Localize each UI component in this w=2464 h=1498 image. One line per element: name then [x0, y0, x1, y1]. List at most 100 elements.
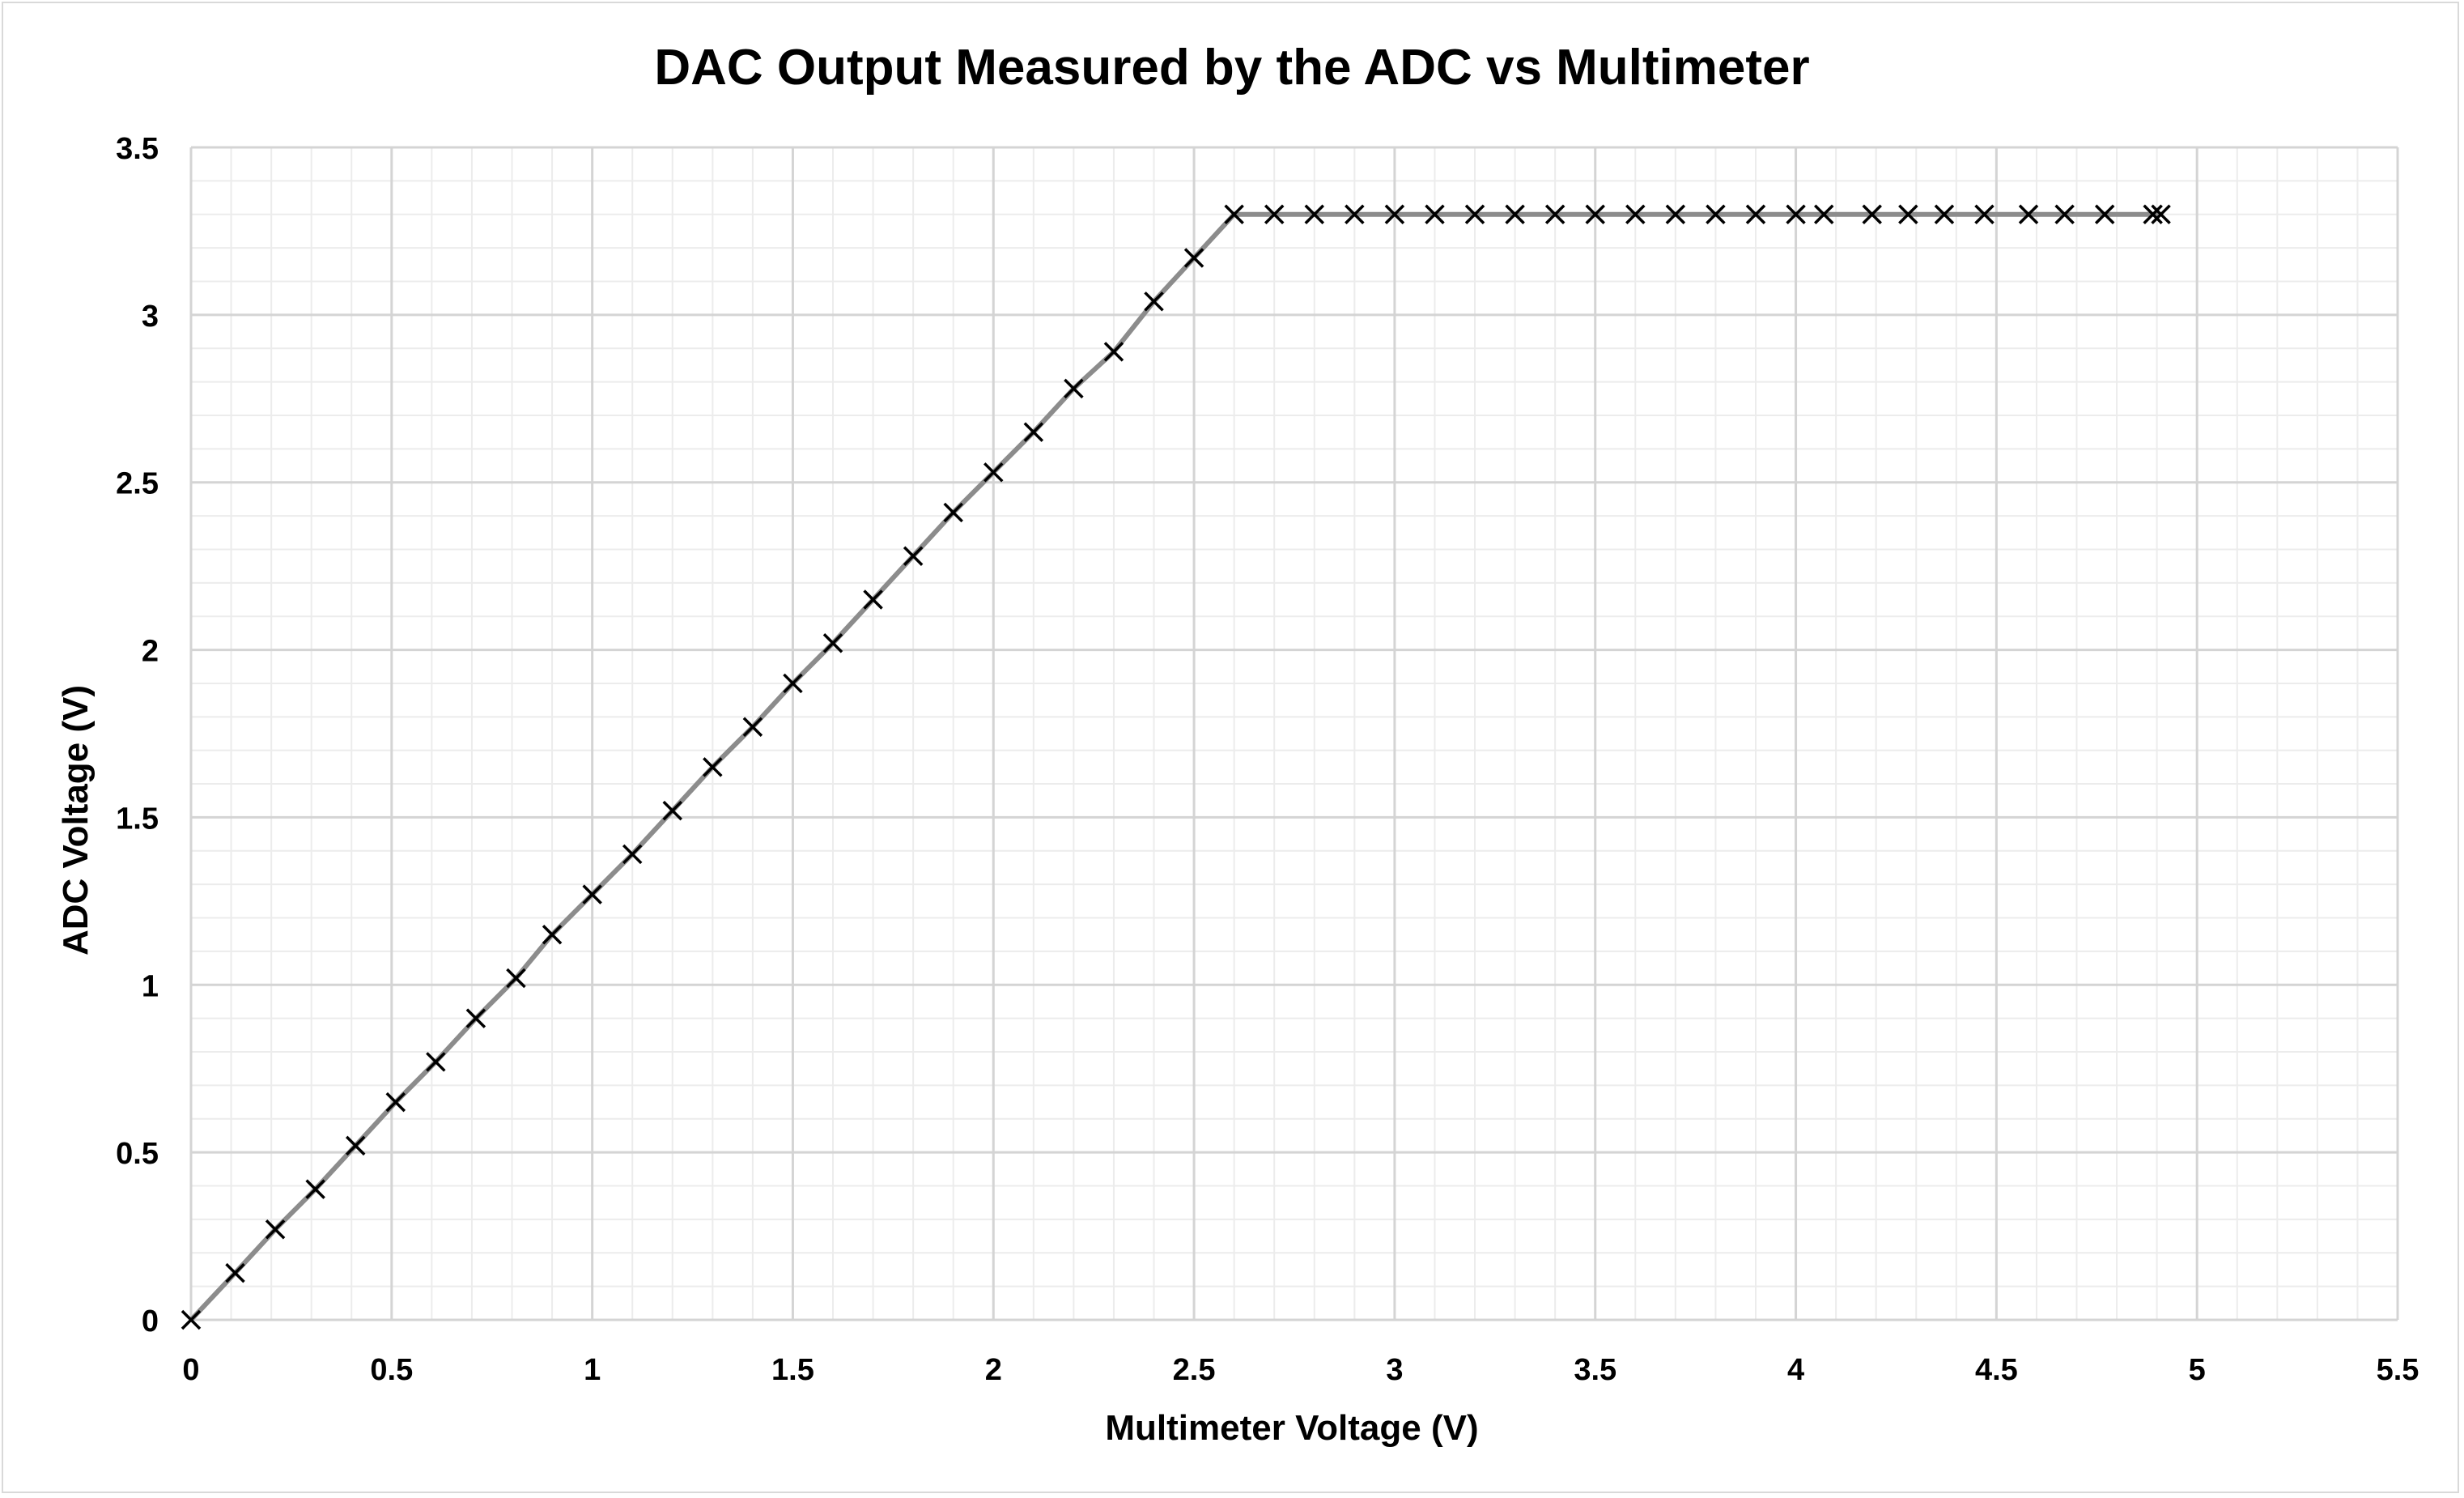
data-point: [1103, 342, 1124, 362]
data-point: [1064, 378, 1084, 399]
data-point: [2054, 204, 2075, 224]
data-point: [1144, 292, 1164, 312]
marker-stroke: [1425, 204, 1445, 224]
data-point: [465, 1008, 486, 1028]
x-tick-label: 0.5: [370, 1353, 413, 1387]
data-point: [426, 1052, 446, 1072]
marker-stroke: [822, 633, 843, 653]
x-tick-label: 1: [584, 1353, 601, 1387]
y-tick-label: 3: [142, 300, 159, 334]
marker-stroke: [181, 1309, 202, 1330]
data-point: [1345, 204, 1365, 224]
marker-stroke: [506, 968, 526, 989]
data-point: [1665, 204, 1686, 224]
data-point: [2151, 204, 2171, 224]
x-axis-label: Multimeter Voltage (V): [1105, 1408, 1478, 1448]
major-gridlines: [189, 146, 2399, 1321]
marker-stroke: [742, 717, 763, 737]
marker-stroke: [783, 673, 803, 694]
marker-stroke: [1505, 204, 1525, 224]
x-tick-label: 0: [182, 1353, 199, 1387]
data-point: [1974, 204, 1995, 224]
x-tick-label: 5.5: [2377, 1353, 2419, 1387]
data-point: [1625, 204, 1646, 224]
x-tick-label: 4: [1787, 1353, 1804, 1387]
data-point: [506, 968, 526, 989]
x-tick-label: 2.5: [1173, 1353, 1216, 1387]
data-point: [903, 546, 924, 566]
marker-stroke: [2094, 204, 2115, 224]
y-tick-label: 3.5: [116, 132, 159, 166]
data-point: [265, 1219, 286, 1240]
x-axis-tick-labels: 0 0.5 1 1.5 2 2.5 3 3.5 4 4.5 5 5.5: [182, 1353, 2419, 1387]
y-axis-label: ADC Voltage (V): [56, 685, 96, 955]
data-point: [1183, 248, 1204, 268]
data-point: [2018, 204, 2039, 224]
data-point: [542, 924, 563, 945]
series-path: [189, 211, 2161, 1322]
marker-stroke: [703, 757, 723, 777]
data-point: [1814, 204, 1834, 224]
data-point: [1384, 204, 1405, 224]
data-point: [1862, 204, 1882, 224]
data-point: [983, 462, 1004, 483]
marker-stroke: [385, 1092, 406, 1113]
data-point: [943, 502, 963, 523]
marker-stroke: [1934, 204, 1955, 224]
marker-stroke: [1974, 204, 1995, 224]
data-point: [1224, 204, 1244, 224]
data-point: [1505, 204, 1525, 224]
data-point: [822, 633, 843, 653]
data-point: [2094, 204, 2115, 224]
y-tick-label: 0: [142, 1304, 159, 1338]
marker-stroke: [1745, 204, 1766, 224]
data-point: [742, 717, 763, 737]
y-tick-label: 2.5: [116, 467, 159, 501]
marker-stroke: [1064, 378, 1084, 399]
data-point: [345, 1135, 366, 1156]
x-tick-label: 3.5: [1574, 1353, 1616, 1387]
data-point: [1706, 204, 1726, 224]
marker-stroke: [1023, 422, 1044, 442]
x-tick-label: 1.5: [771, 1353, 814, 1387]
marker-stroke: [1898, 204, 1918, 224]
x-tick-label: 5: [2189, 1353, 2206, 1387]
marker-stroke: [465, 1008, 486, 1028]
data-point: [783, 673, 803, 694]
data-point: [181, 1309, 202, 1330]
x-tick-label: 4.5: [1975, 1353, 2018, 1387]
y-tick-label: 2: [142, 635, 159, 669]
marker-stroke: [2054, 204, 2075, 224]
marker-stroke: [265, 1219, 286, 1240]
data-point: [1425, 204, 1445, 224]
marker-stroke: [1224, 204, 1244, 224]
data-point: [703, 757, 723, 777]
marker-stroke: [1814, 204, 1834, 224]
marker-stroke: [983, 462, 1004, 483]
marker-stroke: [903, 546, 924, 566]
marker-stroke: [622, 844, 643, 865]
y-tick-label: 1.5: [116, 802, 159, 836]
x-tick-label: 2: [985, 1353, 1002, 1387]
minor-gridlines: [190, 147, 2398, 1321]
data-point: [225, 1262, 245, 1283]
marker-stroke: [582, 884, 602, 904]
marker-stroke: [426, 1052, 446, 1072]
data-point: [385, 1092, 406, 1113]
y-tick-label: 0.5: [116, 1137, 159, 1171]
data-point: [1023, 422, 1044, 442]
marker-stroke: [1464, 204, 1485, 224]
marker-stroke: [1103, 342, 1124, 362]
marker-stroke: [1144, 292, 1164, 312]
data-point: [1934, 204, 1955, 224]
marker-stroke: [1183, 248, 1204, 268]
marker-stroke: [1625, 204, 1646, 224]
marker-stroke: [1585, 204, 1605, 224]
marker-stroke: [2143, 204, 2163, 224]
marker-stroke: [225, 1262, 245, 1283]
marker-stroke: [2151, 204, 2171, 224]
marker-stroke: [345, 1135, 366, 1156]
marker-stroke: [1304, 204, 1325, 224]
data-point: [1898, 204, 1918, 224]
x-tick-label: 3: [1386, 1353, 1403, 1387]
